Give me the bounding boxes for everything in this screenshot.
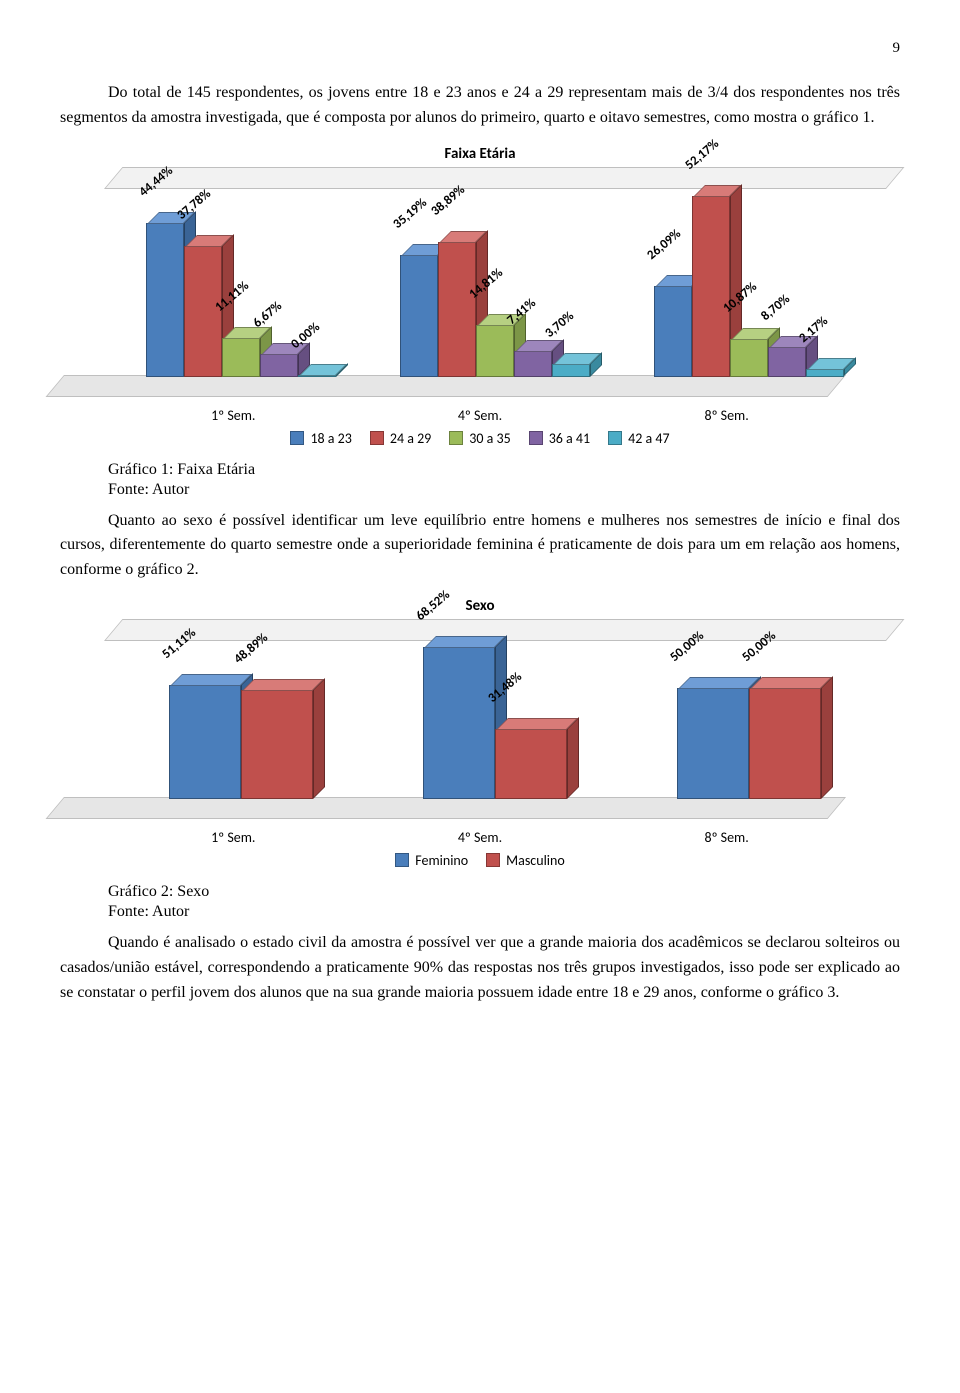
paragraph-1: Do total de 145 respondentes, os jovens … — [60, 81, 900, 131]
bar-label: 26,09% — [644, 227, 684, 264]
bar: 44,44% — [146, 223, 184, 377]
legend-swatch — [370, 431, 384, 445]
chart1-plot: 44,44%37,78%11,11%6,67%0,00%35,19%38,89%… — [64, 167, 896, 397]
legend-item: 24 a 29 — [370, 430, 431, 447]
legend-swatch — [486, 853, 500, 867]
legend-item: 30 a 35 — [449, 430, 510, 447]
legend-item: 42 a 47 — [608, 430, 669, 447]
legend-item: 36 a 41 — [529, 430, 590, 447]
legend-label: Feminino — [415, 852, 468, 869]
legend-swatch — [290, 431, 304, 445]
bar: 26,09% — [654, 286, 692, 376]
bar: 3,70% — [552, 364, 590, 377]
bar: 50,00% — [677, 688, 749, 799]
legend-label: 18 a 23 — [310, 430, 351, 447]
bar: 52,17% — [692, 196, 730, 376]
legend-label: 24 a 29 — [390, 430, 431, 447]
legend-swatch — [608, 431, 622, 445]
paragraph-2: Quanto ao sexo é possível identificar um… — [60, 509, 900, 583]
chart2-legend: Feminino Masculino — [60, 852, 900, 869]
bar: 50,00% — [749, 688, 821, 799]
bar: 35,19% — [400, 255, 438, 377]
legend-item: Feminino — [395, 852, 468, 869]
chart1-legend: 18 a 23 24 a 29 30 a 35 36 a 41 42 a 47 — [60, 430, 900, 447]
chart1-xaxis: 1º Sem. 4º Sem. 8º Sem. — [110, 407, 850, 424]
bar: 7,41% — [514, 351, 552, 377]
chart2-title: Sexo — [60, 597, 900, 615]
chart1-source: Fonte: Autor — [108, 481, 900, 499]
bar: 10,87% — [730, 339, 768, 377]
x-category: 1º Sem. — [211, 407, 255, 424]
page-number: 9 — [60, 40, 900, 57]
bar: 68,52% — [423, 647, 495, 799]
chart2-plot: 51,11%48,89% 68,52%31,48% 50,00%50,00% — [64, 619, 896, 819]
x-category: 1º Sem. — [211, 829, 255, 846]
chart2-xaxis: 1º Sem. 4º Sem. 8º Sem. — [110, 829, 850, 846]
chart2-source: Fonte: Autor — [108, 903, 900, 921]
legend-label: 42 a 47 — [628, 430, 669, 447]
bar: 11,11% — [222, 338, 260, 376]
x-category: 8º Sem. — [704, 407, 748, 424]
chart1-title: Faixa Etária — [60, 145, 900, 163]
legend-swatch — [529, 431, 543, 445]
bar-label: 3,70% — [542, 308, 577, 340]
bar-label: 38,89% — [428, 183, 468, 220]
bar: 6,67% — [260, 354, 298, 377]
chart1-caption: Gráfico 1: Faixa Etária — [108, 461, 900, 479]
bar: 48,89% — [241, 690, 313, 799]
chart-faixa-etaria: Faixa Etária 44,44%37,78%11,11%6,67%0,00… — [60, 145, 900, 447]
bar: 2,17% — [806, 369, 844, 376]
bar-label: 6,67% — [250, 298, 285, 330]
chart2-caption: Gráfico 2: Sexo — [108, 883, 900, 901]
legend-swatch — [395, 853, 409, 867]
paragraph-3: Quando é analisado o estado civil da amo… — [60, 931, 900, 1005]
legend-label: Masculino — [506, 852, 565, 869]
chart-sexo: Sexo 51,11%48,89% 68,52%31,48% 50,00%50,00… — [60, 597, 900, 869]
legend-swatch — [449, 431, 463, 445]
bar: 38,89% — [438, 242, 476, 376]
bar: 31,48% — [495, 729, 567, 799]
legend-label: 30 a 35 — [469, 430, 510, 447]
bar: 14,81% — [476, 325, 514, 376]
bar: 0,00% — [298, 375, 336, 377]
bar: 8,70% — [768, 347, 806, 377]
x-category: 4º Sem. — [458, 829, 502, 846]
legend-item: Masculino — [486, 852, 565, 869]
x-category: 4º Sem. — [458, 407, 502, 424]
bar-label: 35,19% — [390, 195, 430, 232]
bar: 51,11% — [169, 685, 241, 799]
x-category: 8º Sem. — [704, 829, 748, 846]
bar: 37,78% — [184, 246, 222, 377]
bar-label: 8,70% — [758, 291, 793, 323]
legend-item: 18 a 23 — [290, 430, 351, 447]
legend-label: 36 a 41 — [549, 430, 590, 447]
